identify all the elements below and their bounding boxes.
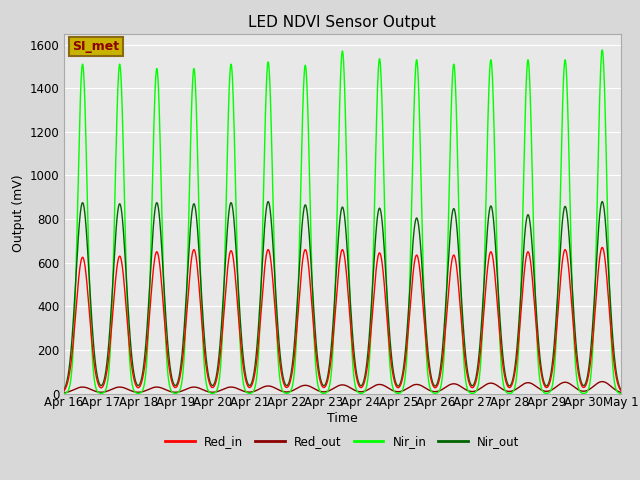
X-axis label: Time: Time (327, 412, 358, 425)
Text: SI_met: SI_met (72, 40, 120, 53)
Legend: Red_in, Red_out, Nir_in, Nir_out: Red_in, Red_out, Nir_in, Nir_out (161, 430, 524, 453)
Title: LED NDVI Sensor Output: LED NDVI Sensor Output (248, 15, 436, 30)
Y-axis label: Output (mV): Output (mV) (12, 175, 25, 252)
